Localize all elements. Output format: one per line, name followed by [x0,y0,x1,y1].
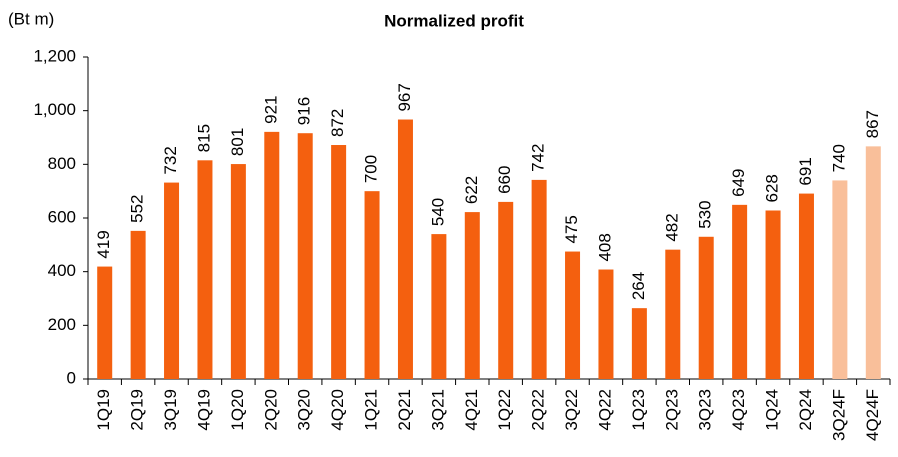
bar [331,145,347,379]
x-tick-label: 2Q19 [128,389,147,431]
data-label: 916 [295,97,314,125]
data-label: 732 [161,146,180,174]
y-tick-label: 800 [48,154,76,173]
x-tick-label: 4Q20 [328,389,347,431]
y-tick-label: 0 [67,368,76,387]
data-label: 419 [94,230,113,258]
x-tick-label: 1Q21 [362,389,381,431]
x-tick-label: 2Q23 [662,389,681,431]
y-axis-label: (Bt m) [8,9,54,28]
bar [264,131,280,379]
x-tick-label: 4Q24F [863,389,882,441]
x-tick-label: 1Q19 [94,389,113,431]
bar [230,164,246,379]
bar [498,201,514,379]
bar [665,249,681,379]
bar [464,212,480,379]
x-tick-label: 2Q21 [395,389,414,431]
bar [865,146,881,379]
bar [798,193,814,379]
data-label: 867 [863,110,882,138]
bar [832,180,848,379]
y-tick-label: 1,200 [33,46,76,65]
data-label: 967 [395,83,414,111]
data-label: 700 [362,155,381,183]
bar [297,133,313,379]
data-label: 742 [529,144,548,172]
data-label: 475 [562,215,581,243]
data-label: 649 [729,168,748,196]
x-tick-label: 2Q22 [529,389,548,431]
x-tick-label: 3Q22 [562,389,581,431]
bar [598,269,614,379]
x-tick-label: 4Q21 [462,389,481,431]
x-tick-label: 1Q23 [629,389,648,431]
data-label: 872 [328,109,347,137]
bar [698,236,714,379]
data-label: 628 [763,174,782,202]
x-tick-label: 4Q19 [194,389,213,431]
bar [631,308,647,379]
bar [397,119,413,379]
bar [97,266,113,379]
bar [431,234,447,379]
x-tick-label: 3Q24F [829,389,848,441]
bar [130,230,146,379]
data-label: 264 [629,272,648,300]
data-label: 482 [662,213,681,241]
data-label: 691 [796,157,815,185]
data-label: 740 [829,144,848,172]
x-tick-label: 1Q22 [495,389,514,431]
y-tick-label: 600 [48,207,76,226]
data-label: 540 [428,198,447,226]
bar [765,210,781,379]
y-tick-label: 200 [48,315,76,334]
x-tick-label: 3Q20 [295,389,314,431]
bar [364,191,380,379]
bar [565,251,581,379]
data-label: 552 [128,195,147,223]
x-tick-label: 3Q23 [696,389,715,431]
x-tick-label: 1Q20 [228,389,247,431]
data-label: 815 [194,124,213,152]
x-tick-label: 4Q22 [595,389,614,431]
chart-title: Normalized profit [384,11,524,30]
data-label: 801 [228,128,247,156]
x-tick-label: 1Q24 [763,389,782,431]
data-label: 622 [462,176,481,204]
bar [531,179,547,379]
data-label: 921 [261,95,280,123]
x-tick-label: 3Q19 [161,389,180,431]
data-label: 660 [495,166,514,194]
data-label: 408 [595,233,614,261]
x-tick-label: 2Q20 [261,389,280,431]
y-tick-label: 400 [48,261,76,280]
bar [197,160,213,379]
y-tick-label: 1,000 [33,100,76,119]
x-tick-label: 4Q23 [729,389,748,431]
bar [732,204,748,379]
x-tick-label: 3Q21 [428,389,447,431]
x-tick-label: 2Q24 [796,389,815,431]
data-label: 530 [696,200,715,228]
bar [164,182,180,379]
